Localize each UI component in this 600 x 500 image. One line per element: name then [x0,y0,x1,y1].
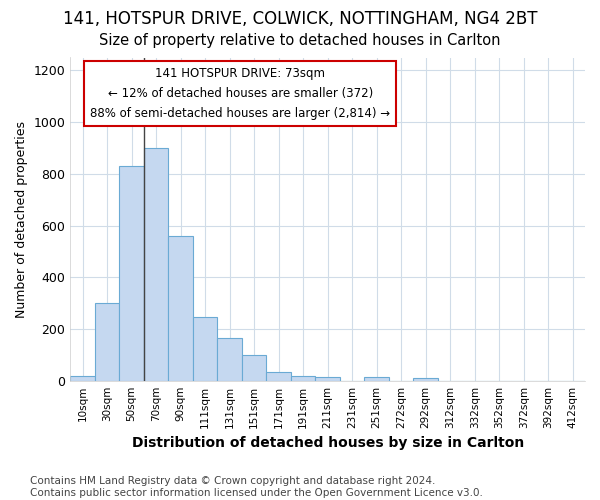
Bar [413,378,438,380]
Text: 141 HOTSPUR DRIVE: 73sqm
← 12% of detached houses are smaller (372)
88% of semi-: 141 HOTSPUR DRIVE: 73sqm ← 12% of detach… [90,67,390,120]
Bar [169,236,193,380]
Bar [242,355,266,380]
Bar [291,376,316,380]
Bar [193,318,217,380]
Bar [217,338,242,380]
Bar [70,376,95,380]
Text: 141, HOTSPUR DRIVE, COLWICK, NOTTINGHAM, NG4 2BT: 141, HOTSPUR DRIVE, COLWICK, NOTTINGHAM,… [63,10,537,28]
Bar [144,148,169,380]
Text: Contains HM Land Registry data © Crown copyright and database right 2024.
Contai: Contains HM Land Registry data © Crown c… [30,476,483,498]
Bar [95,303,119,380]
Bar [119,166,144,380]
X-axis label: Distribution of detached houses by size in Carlton: Distribution of detached houses by size … [131,436,524,450]
Bar [266,372,291,380]
Bar [364,377,389,380]
Y-axis label: Number of detached properties: Number of detached properties [15,120,28,318]
Bar [316,377,340,380]
Text: Size of property relative to detached houses in Carlton: Size of property relative to detached ho… [99,32,501,48]
